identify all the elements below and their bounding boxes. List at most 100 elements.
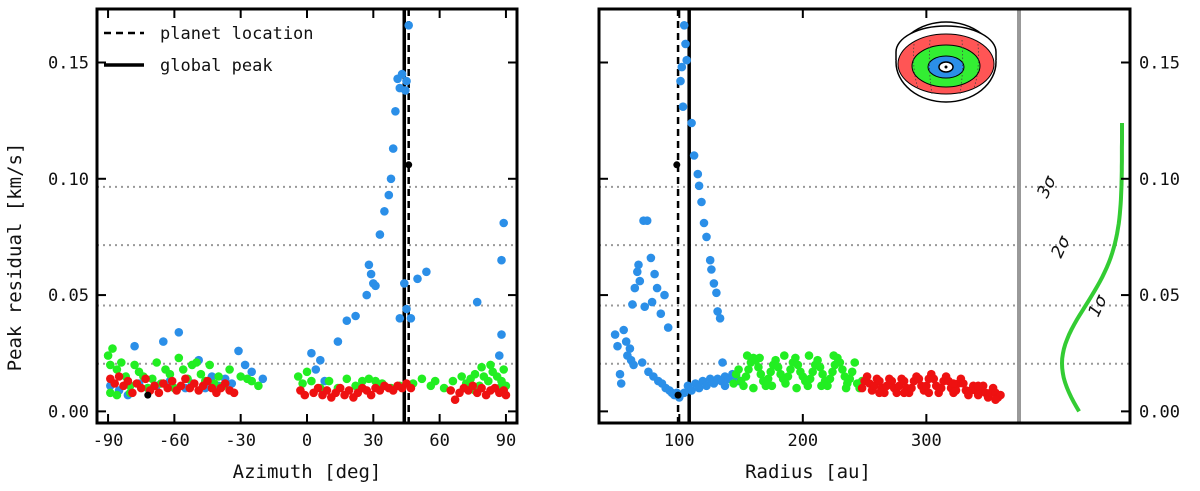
azimuth-panel-points: [103, 21, 511, 405]
radius-point-red: [991, 395, 1000, 405]
radius-point-blue: [718, 358, 727, 367]
azimuth-ytick-label: 0.00: [48, 402, 89, 422]
azimuth-point-green: [106, 388, 115, 398]
azimuth-point-red: [477, 383, 486, 393]
azimuth-point-green: [499, 365, 509, 374]
radius-point-blue: [646, 253, 656, 263]
azimuth-xtick-label: 0: [302, 431, 312, 451]
radius-point-blue: [677, 62, 687, 72]
azimuth-point-green: [324, 376, 334, 386]
azimuth-point-red: [501, 390, 511, 400]
azimuth-point-blue: [351, 311, 360, 321]
radius-panel-ticks: 100 200 300 0.00 0.05 0.10 0.15: [599, 9, 1180, 451]
azimuth-point-green: [174, 353, 184, 363]
radius-point-green: [780, 351, 789, 360]
radius-point-green: [744, 365, 753, 374]
radius-point-black: [674, 391, 682, 399]
azimuth-point-green: [439, 383, 449, 393]
azimuth-point-green: [108, 344, 117, 353]
azimuth-point-blue: [391, 107, 400, 116]
azimuth-point-blue: [247, 367, 256, 377]
azimuth-point-green: [371, 376, 380, 386]
azimuth-point-red: [229, 388, 239, 398]
azimuth-point-green: [351, 381, 360, 391]
radius-axis-label: Radius [au]: [745, 461, 871, 483]
azimuth-point-red: [450, 395, 460, 405]
azimuth-point-red: [366, 390, 376, 400]
azimuth-point-green: [470, 369, 480, 379]
azimuth-point-red: [114, 372, 124, 381]
azimuth-point-blue: [240, 360, 250, 370]
azimuth-xtick-label: -90: [93, 431, 124, 451]
azimuth-point-green: [196, 369, 206, 379]
azimuth-point-green: [103, 351, 113, 360]
azimuth-point-red: [220, 379, 230, 388]
radius-point-blue: [656, 309, 666, 319]
radius-point-blue: [635, 276, 645, 286]
azimuth-xtick-label: -60: [159, 431, 190, 451]
azimuth-point-blue: [375, 230, 385, 239]
radius-panel-frame: [597, 7, 1132, 425]
azimuth-point-blue: [234, 346, 243, 356]
radius-point-black: [673, 161, 681, 169]
radius-ytick-label: 0.05: [1139, 286, 1180, 306]
radius-point-green: [792, 383, 801, 393]
radius-panel-points: [610, 21, 1005, 405]
radius-point-blue: [709, 279, 719, 288]
radius-point-red: [862, 372, 872, 381]
radius-point-blue: [660, 290, 669, 300]
radius-point-blue: [712, 288, 721, 298]
azimuth-point-blue: [402, 304, 411, 314]
azimuth-point-red: [136, 383, 146, 393]
radius-point-red: [892, 388, 901, 398]
radius-point-blue: [681, 39, 690, 49]
sigma-label-3: 3σ: [1033, 172, 1061, 201]
azimuth-point-red: [446, 386, 456, 395]
radius-point-red: [929, 374, 939, 384]
radius-point-green: [825, 374, 835, 384]
radius-point-green: [781, 379, 790, 388]
azimuth-point-red: [300, 390, 310, 400]
radius-point-red: [875, 376, 884, 386]
azimuth-point-blue: [400, 279, 409, 288]
azimuth-point-red: [322, 386, 332, 395]
azimuth-point-red: [468, 381, 478, 391]
azimuth-point-red: [190, 379, 199, 388]
azimuth-point-blue: [401, 86, 410, 95]
radius-point-blue: [640, 302, 649, 312]
azimuth-point-blue: [258, 374, 268, 384]
azimuth-panel: -90 -60 -30 0 30 60 90 0.00 0.05 0.10 0.15 Azimuth…: [48, 7, 519, 483]
radius-point-blue: [678, 102, 688, 111]
radius-point-green: [739, 381, 748, 391]
azimuth-ytick-label: 0.10: [48, 170, 89, 190]
radius-point-blue: [720, 381, 730, 391]
radius-point-red: [973, 381, 983, 391]
radius-point-green: [817, 381, 826, 391]
radius-point-green: [741, 372, 751, 381]
radius-point-blue: [705, 255, 715, 265]
azimuth-xtick-label: 60: [429, 431, 449, 451]
radius-point-green: [756, 369, 766, 379]
radius-point-blue: [634, 260, 643, 270]
radius-point-blue: [625, 344, 635, 353]
radius-point-blue: [619, 325, 628, 335]
azimuth-point-green: [178, 365, 188, 374]
radius-point-green: [847, 367, 857, 377]
radius-point-green: [804, 351, 814, 360]
azimuth-point-green: [484, 376, 493, 386]
azimuth-point-green: [486, 360, 495, 370]
azimuth-point-green: [254, 381, 263, 391]
radius-point-red: [924, 388, 934, 398]
radius-point-green: [823, 381, 832, 391]
radius-point-green: [749, 383, 758, 393]
azimuth-point-green: [430, 376, 440, 386]
legend-global-peak: global peak: [160, 56, 273, 76]
azimuth-point-blue: [499, 218, 509, 228]
legend: planet location global peak: [104, 24, 314, 76]
radius-point-blue: [687, 386, 696, 395]
azimuth-point-blue: [159, 337, 168, 346]
azimuth-point-blue: [380, 207, 389, 216]
radius-point-blue: [610, 330, 620, 339]
azimuth-point-blue: [472, 297, 482, 307]
radius-xtick-label: 200: [787, 431, 818, 451]
